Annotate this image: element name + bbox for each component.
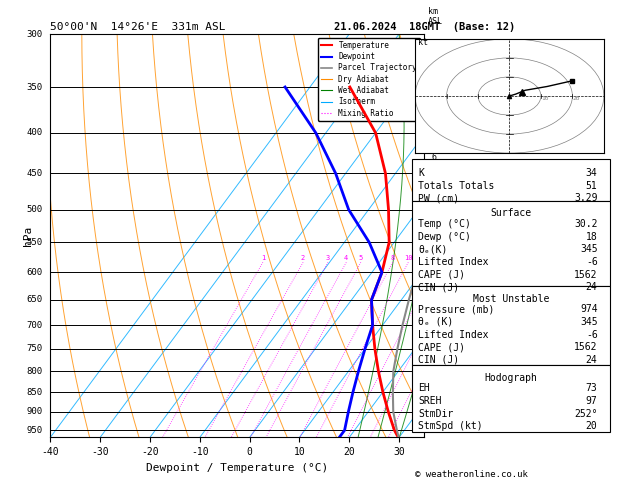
Text: PW (cm): PW (cm) xyxy=(418,193,459,204)
Text: SREH: SREH xyxy=(418,396,442,406)
Text: 800: 800 xyxy=(26,366,43,376)
Text: 21.06.2024  18GMT  (Base: 12): 21.06.2024 18GMT (Base: 12) xyxy=(334,22,515,32)
Text: EH: EH xyxy=(418,383,430,394)
Text: Totals Totals: Totals Totals xyxy=(418,181,494,191)
Text: StmSpd (kt): StmSpd (kt) xyxy=(418,421,483,432)
Text: θₑ(K): θₑ(K) xyxy=(418,244,448,255)
Text: km
ASL: km ASL xyxy=(428,6,443,26)
Text: 51: 51 xyxy=(586,181,598,191)
Text: 97: 97 xyxy=(586,396,598,406)
Text: ≡: ≡ xyxy=(445,128,454,138)
Text: 850: 850 xyxy=(26,387,43,397)
Text: 3: 3 xyxy=(326,255,330,261)
Text: Lifted Index: Lifted Index xyxy=(418,257,489,267)
Text: -6: -6 xyxy=(586,330,598,340)
Text: 4: 4 xyxy=(344,255,348,261)
Text: 750: 750 xyxy=(26,345,43,353)
Text: Lifted Index: Lifted Index xyxy=(418,330,489,340)
Text: ≡: ≡ xyxy=(445,205,454,215)
Text: © weatheronline.co.uk: © weatheronline.co.uk xyxy=(415,469,528,479)
Text: Surface: Surface xyxy=(491,208,532,219)
Text: 550: 550 xyxy=(26,238,43,247)
Text: CAPE (J): CAPE (J) xyxy=(418,270,465,280)
Text: 20: 20 xyxy=(586,421,598,432)
Text: 1: 1 xyxy=(431,407,437,416)
Text: CIN (J): CIN (J) xyxy=(418,282,459,293)
Text: 4: 4 xyxy=(431,268,437,277)
Text: 3: 3 xyxy=(431,321,437,330)
Text: 5: 5 xyxy=(359,255,363,261)
Text: 974: 974 xyxy=(580,304,598,314)
Text: 3.29: 3.29 xyxy=(574,193,598,204)
Text: 1: 1 xyxy=(261,255,265,261)
Text: 50°00'N  14°26'E  331m ASL: 50°00'N 14°26'E 331m ASL xyxy=(50,22,226,32)
Text: Dewp (°C): Dewp (°C) xyxy=(418,232,471,242)
Text: CAPE (J): CAPE (J) xyxy=(418,342,465,352)
Text: θₑ (K): θₑ (K) xyxy=(418,317,454,327)
Text: ≡: ≡ xyxy=(445,425,454,435)
Text: Hodograph: Hodograph xyxy=(484,373,538,383)
Text: 24: 24 xyxy=(586,282,598,293)
Text: K: K xyxy=(418,168,424,178)
Text: kt: kt xyxy=(418,37,428,47)
Text: 345: 345 xyxy=(580,244,598,255)
X-axis label: Dewpoint / Temperature (°C): Dewpoint / Temperature (°C) xyxy=(146,463,328,473)
Text: 7: 7 xyxy=(431,111,437,120)
Text: ≡: ≡ xyxy=(445,267,454,278)
Text: 8: 8 xyxy=(391,255,395,261)
Text: hPa: hPa xyxy=(23,226,33,246)
Text: 350: 350 xyxy=(26,83,43,91)
Text: 1562: 1562 xyxy=(574,270,598,280)
Text: 2: 2 xyxy=(431,366,437,376)
Text: 10: 10 xyxy=(541,96,548,101)
Text: 6: 6 xyxy=(431,153,437,162)
Text: 450: 450 xyxy=(26,169,43,178)
Text: ≡: ≡ xyxy=(445,366,454,376)
Legend: Temperature, Dewpoint, Parcel Trajectory, Dry Adiabat, Wet Adiabat, Isotherm, Mi: Temperature, Dewpoint, Parcel Trajectory… xyxy=(318,38,420,121)
Text: 8: 8 xyxy=(431,62,437,71)
Text: StmDir: StmDir xyxy=(418,409,454,419)
Text: 1562: 1562 xyxy=(574,342,598,352)
Text: ≡: ≡ xyxy=(445,320,454,330)
Text: 24: 24 xyxy=(586,355,598,365)
Text: 700: 700 xyxy=(26,321,43,330)
Text: ≡: ≡ xyxy=(445,407,454,417)
Text: 950: 950 xyxy=(26,426,43,435)
Text: ≡: ≡ xyxy=(445,82,454,92)
Text: LCL: LCL xyxy=(431,366,445,376)
Text: ≡: ≡ xyxy=(445,237,454,247)
Text: 2: 2 xyxy=(301,255,305,261)
Text: 20: 20 xyxy=(572,96,580,101)
Text: Mixing Ratio (g/kg): Mixing Ratio (g/kg) xyxy=(469,188,478,283)
Text: 650: 650 xyxy=(26,295,43,304)
Text: 400: 400 xyxy=(26,128,43,138)
Text: 30.2: 30.2 xyxy=(574,219,598,229)
Text: 73: 73 xyxy=(586,383,598,394)
Text: 900: 900 xyxy=(26,407,43,416)
Text: 500: 500 xyxy=(26,205,43,214)
Text: 345: 345 xyxy=(580,317,598,327)
Text: -6: -6 xyxy=(586,257,598,267)
Text: ≡: ≡ xyxy=(445,168,454,178)
Text: 600: 600 xyxy=(26,268,43,277)
Text: CIN (J): CIN (J) xyxy=(418,355,459,365)
Text: 252°: 252° xyxy=(574,409,598,419)
Text: 5: 5 xyxy=(431,205,437,214)
Text: Temp (°C): Temp (°C) xyxy=(418,219,471,229)
Text: 18: 18 xyxy=(586,232,598,242)
Text: 300: 300 xyxy=(26,30,43,38)
Text: Most Unstable: Most Unstable xyxy=(473,294,549,304)
Text: 34: 34 xyxy=(586,168,598,178)
Text: Pressure (mb): Pressure (mb) xyxy=(418,304,494,314)
Text: 10: 10 xyxy=(404,255,413,261)
